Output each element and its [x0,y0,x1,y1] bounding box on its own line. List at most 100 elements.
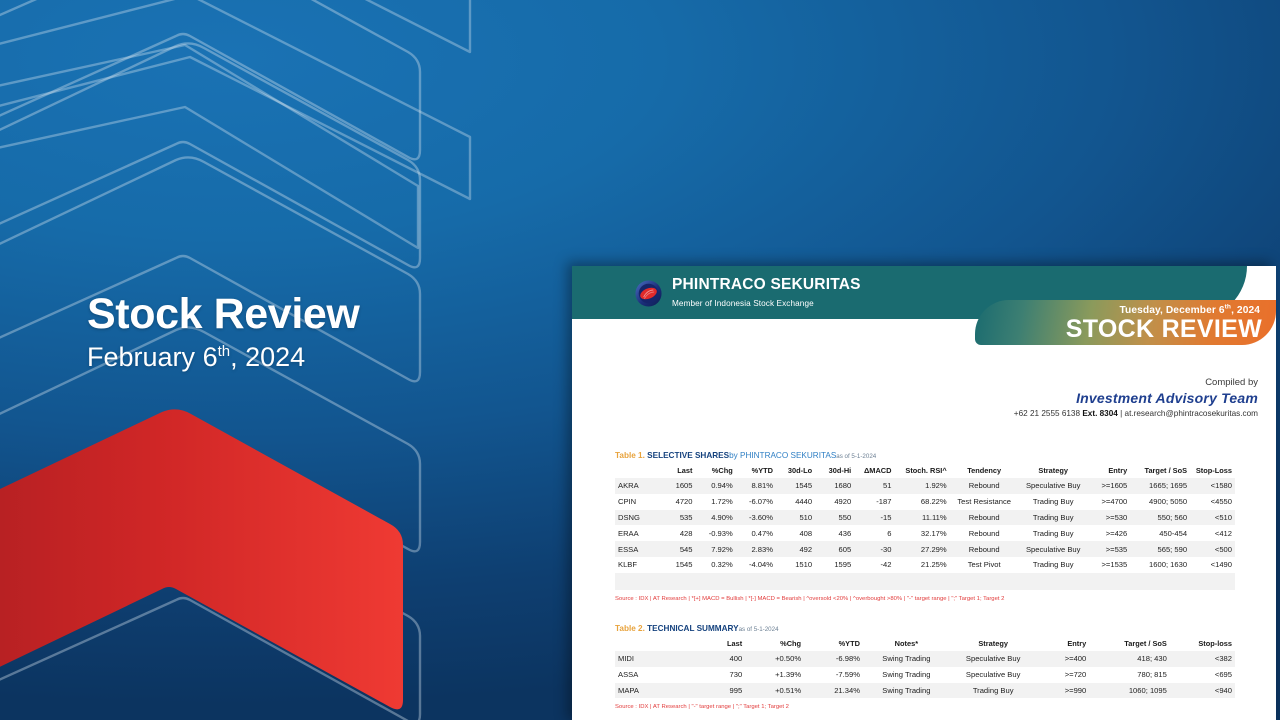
hero-date-rest: , 2024 [230,342,306,373]
table-row[interactable]: ASSA 730 +1.39% -7.59% Swing Trading Speculat… [615,666,1235,683]
cell-value: 545 [679,544,693,554]
table-row[interactable]: ERAA 428 -0.93% 0.47% 408 436 6 32.17% Rebound Tr… [615,525,1235,542]
column-header-macd: ΔMACD [854,463,895,478]
cell-value: Speculative Buy [1025,544,1081,554]
contact-ext: Ext. 8304 [1082,409,1118,419]
cell-value: Speculative Buy [1025,481,1081,491]
table2-header-row: Last %Chg %YTD Notes* Strategy Entry Target / … [615,636,1235,651]
cell-value: Test Resistance [957,497,1011,507]
column-header-ytd: %YTD [804,636,863,651]
banner-date-ordinal: th [1224,303,1232,311]
table-row[interactable]: AKRA 1605 0.94% 8.81% 1545 1680 51 1.92% Rebound… [615,478,1235,494]
red-chevron-shape [0,409,403,710]
cell-value: 492 [799,544,813,554]
cell-value: <695 [1214,670,1232,680]
cell-value: 436 [838,528,852,538]
cell-value: -187 [876,497,892,507]
table1-title: Table 1. SELECTIVE SHARESby PHINTRACO SE… [615,451,1235,460]
hero-date-day: 6 [202,342,218,373]
banner-date: Tuesday, December 6th, 2024 [1119,303,1260,316]
page-title: Stock Review [87,290,360,338]
cell-value: Rebound [968,528,1000,538]
technical-summary-table: Last %Chg %YTD Notes* Strategy Entry Target / … [615,636,1235,699]
cell-value: 0.47% [751,528,773,538]
table-row[interactable]: CPIN 4720 1.72% -6.07% 4440 4920 -187 68.22% Tes… [615,493,1235,510]
cell-value: 428 [679,528,693,538]
table-row[interactable]: ESSA 545 7.92% 2.83% 492 605 -30 27.29% Rebound S… [615,541,1235,557]
cell-value: -42 [880,560,892,570]
cell-value: <382 [1214,654,1232,664]
cell-value: 11.11% [922,512,947,522]
table2-source: Source : IDX | AT Research | "-" target … [615,704,789,711]
cell-value: 1600; 1630 [1149,560,1188,570]
cell-value: 68.22% [920,497,947,507]
cell-ticker: DSNG [618,512,640,522]
cell-value: 565; 590 [1157,544,1188,554]
table-row[interactable]: DSNG 535 4.90% -3.60% 510 550 -15 11.11% Rebound… [615,509,1235,526]
column-header-chg: %Chg [695,463,736,478]
table-row[interactable]: KLBF 1545 0.32% -4.04% 1510 1595 -42 21.25% Test… [615,556,1235,573]
stock-review-banner: Tuesday, December 6th, 2024 STOCK REVIEW [975,300,1276,345]
table1-number: Table 1. [615,451,645,460]
cell-value: <510 [1214,512,1232,522]
table-row[interactable]: MAPA 995 +0.51% 21.34% Swing Trading Trading … [615,682,1235,699]
contact-email[interactable]: at.research@phintracosekuritas.com [1124,409,1258,419]
cell-value: 6 [887,528,892,538]
table1-header-row: Last %Chg %YTD 30d-Lo 30d-Hi ΔMACD Stoch. RSI^… [615,463,1235,478]
table-row[interactable]: MIDI 400 +0.50% -6.98% Swing Trading Speculat… [615,651,1235,667]
cell-value: Swing Trading [882,685,931,695]
column-header-ticker [615,636,687,651]
cell-value: >=4700 [1101,497,1128,507]
cell-value: Swing Trading [882,670,931,680]
cell-value: -6.98% [835,654,860,664]
cell-value: 605 [838,544,852,554]
cell-value: >=720 [1064,670,1087,680]
cell-value: 32.17% [920,528,947,538]
compiled-by-block: Compiled by Investment Advisory Team +62… [1014,377,1258,419]
column-header-ticker [615,463,659,478]
cell-value: Rebound [968,544,1000,554]
cell-value: -4.04% [748,560,773,570]
banner-title: STOCK REVIEW [1065,315,1262,343]
hero-date-ordinal: th [217,343,231,361]
table1-asof: as of 5-1-2024 [836,453,877,460]
cell-value: 1605 [675,481,693,491]
table1-block: Table 1. SELECTIVE SHARESby PHINTRACO SE… [615,451,1235,602]
cell-value: Test Pivot [967,560,1001,570]
column-header-ytd: %YTD [735,463,776,478]
cell-value: -6.07% [748,497,773,507]
brand-logo-text: PHINTRACO SEKURITAS Member of Indonesia … [672,276,861,311]
cell-value: 4.90% [711,512,733,522]
cell-value: 4920 [834,497,852,507]
cell-value: Rebound [968,481,1000,491]
cell-value: 995 [729,685,743,695]
table2-asof: as of 5-1-2024 [738,626,779,633]
cell-value: Trading Buy [972,685,1014,695]
cell-value: 27.29% [920,544,947,554]
cell-value: <1490 [1210,560,1232,570]
cell-value: +0.51% [775,685,802,695]
cell-value: >=535 [1105,544,1128,554]
cell-ticker: AKRA [618,481,639,491]
table1-body: AKRA 1605 0.94% 8.81% 1545 1680 51 1.92% Rebound… [615,478,1235,591]
cell-ticker: CPIN [618,497,637,507]
column-header-strategy: Strategy [949,636,1037,651]
cell-value: 8.81% [751,481,773,491]
cell-value: -30 [880,544,892,554]
cell-value: Swing Trading [882,654,931,664]
table1-source: Source : IDX | AT Research | *[+] MACD =… [615,596,1005,603]
cell-value: 0.32% [711,560,733,570]
cell-value: Speculative Buy [965,670,1021,680]
phintraco-logo-icon [634,279,663,308]
column-header-notes: Notes* [862,636,950,651]
cell-ticker: MIDI [618,654,635,664]
column-header-chg: %Chg [745,636,805,651]
cell-value: >=990 [1064,685,1087,695]
cell-value: 21.34% [834,685,860,695]
cell-value: 1545 [675,560,693,570]
column-header-strategy: Strategy [1018,463,1088,478]
cell-value: 4440 [795,497,813,507]
cell-value: 550 [838,512,852,522]
brand-logo: PHINTRACO SEKURITAS Member of Indonesia … [634,276,861,311]
